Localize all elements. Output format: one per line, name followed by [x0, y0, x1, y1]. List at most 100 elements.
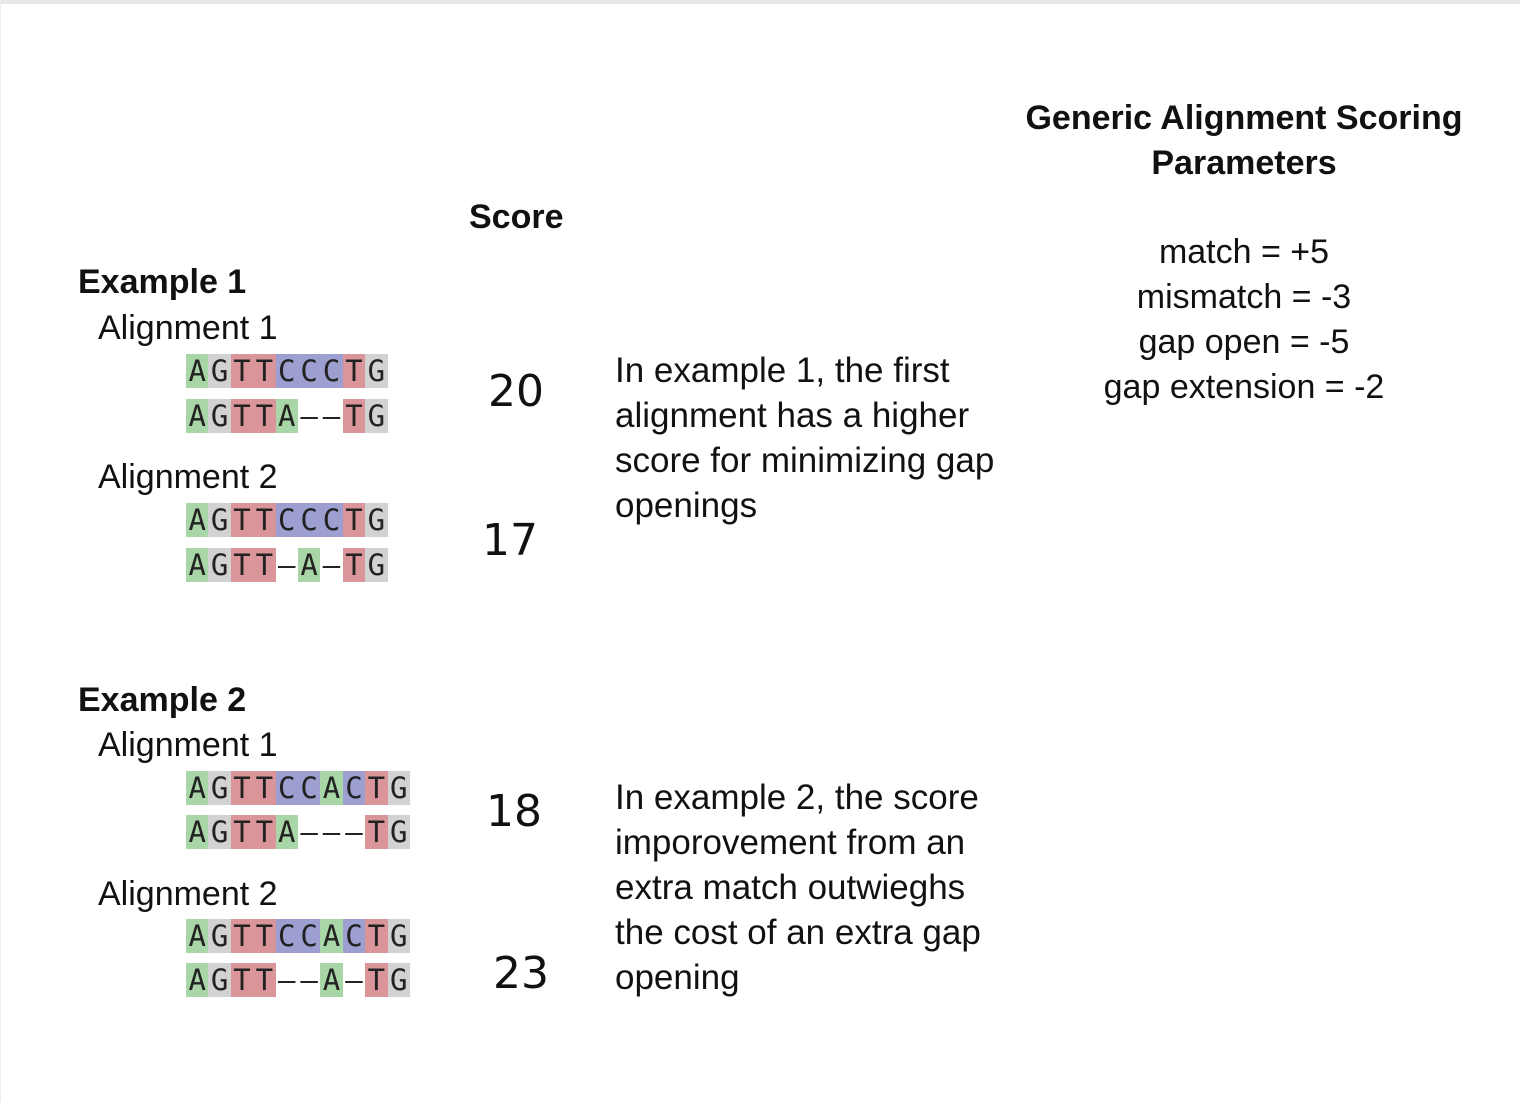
nucleotide-T: T [230, 771, 254, 805]
nucleotide-A: A [297, 548, 321, 582]
params-title-line2: Parameters [1151, 144, 1337, 182]
gap-base: – [278, 548, 296, 582]
gap-base: – [300, 963, 318, 997]
param-match: match = +5 [1158, 233, 1330, 271]
nucleotide-G: G [387, 919, 410, 953]
nucleotide-T: T [365, 815, 388, 849]
example-2-alignment-1-score: 18 [486, 786, 542, 837]
nucleotide-A: A [186, 919, 209, 953]
nucleotide-A: A [186, 399, 209, 433]
nucleotide-G: G [387, 815, 410, 849]
nucleotide-T: T [253, 503, 276, 537]
params-list: match = +5 mismatch = -3 gap open = -5 g… [1034, 230, 1454, 410]
nucleotide-T: T [365, 963, 388, 997]
nucleotide-G: G [365, 548, 388, 582]
nucleotide-A: A [275, 815, 298, 849]
nucleotide-G: G [208, 354, 231, 388]
nucleotide-G: G [365, 354, 388, 388]
example-1-alignment-2-score: 17 [482, 515, 538, 566]
nucleotide-T: T [342, 503, 366, 537]
nucleotide-C: C [320, 503, 343, 537]
nucleotide-T: T [342, 399, 366, 433]
nucleotide-T: T [253, 548, 276, 582]
nucleotide-A: A [320, 963, 343, 997]
params-title-line1: Generic Alignment Scoring [1025, 99, 1463, 137]
nucleotide-G: G [208, 771, 231, 805]
nucleotide-C: C [297, 354, 321, 388]
nucleotide-T: T [253, 354, 276, 388]
nucleotide-C: C [275, 919, 298, 953]
nucleotide-A: A [186, 963, 209, 997]
nucleotide-G: G [365, 399, 388, 433]
params-title: Generic Alignment Scoring Parameters [994, 96, 1494, 186]
nucleotide-C: C [320, 354, 343, 388]
nucleotide-G: G [208, 399, 231, 433]
nucleotide-T: T [230, 503, 254, 537]
example-2-description: In example 2, the score imporovement fro… [615, 778, 981, 997]
example-2-alignment-2-label: Alignment 2 [98, 875, 278, 913]
nucleotide-G: G [208, 963, 231, 997]
nucleotide-A: A [186, 503, 209, 537]
nucleotide-G: G [387, 771, 410, 805]
example-1-alignment-1-bottom-seq: A G T T A – – T G [186, 399, 388, 433]
nucleotide-C: C [297, 503, 321, 537]
gap-base: – [322, 399, 341, 433]
example-1-description: In example 1, the first alignment has a … [615, 351, 995, 525]
gap-base: – [278, 963, 296, 997]
nucleotide-C: C [342, 771, 366, 805]
nucleotide-T: T [365, 919, 388, 953]
nucleotide-G: G [365, 503, 388, 537]
nucleotide-A: A [275, 399, 298, 433]
gap-base: – [300, 399, 318, 433]
score-header: Score [469, 198, 564, 236]
top-border [0, 0, 1520, 4]
nucleotide-A: A [186, 548, 209, 582]
nucleotide-T: T [230, 354, 254, 388]
nucleotide-T: T [253, 399, 276, 433]
example-1-alignment-2-bottom-seq: A G T T – A – T G [186, 548, 388, 582]
nucleotide-A: A [320, 771, 343, 805]
nucleotide-T: T [230, 815, 254, 849]
nucleotide-T: T [253, 963, 276, 997]
nucleotide-T: T [230, 919, 254, 953]
nucleotide-C: C [297, 919, 321, 953]
nucleotide-T: T [342, 354, 366, 388]
example-1-alignment-1-score: 20 [488, 366, 544, 417]
nucleotide-G: G [208, 548, 231, 582]
nucleotide-T: T [365, 771, 388, 805]
example-2-title: Example 2 [78, 681, 247, 719]
nucleotide-T: T [253, 815, 276, 849]
example-2-alignment-1-bottom-seq: A G T T A – – – T G [186, 815, 410, 849]
gap-base: – [345, 815, 363, 849]
nucleotide-C: C [342, 919, 366, 953]
gap-base: – [322, 548, 341, 582]
nucleotide-G: G [208, 815, 231, 849]
nucleotide-T: T [253, 919, 276, 953]
nucleotide-T: T [342, 548, 366, 582]
example-2-alignment-2-score: 23 [493, 948, 549, 999]
nucleotide-T: T [230, 963, 254, 997]
left-border [0, 0, 1, 1102]
example-1-title: Example 1 [78, 263, 247, 301]
nucleotide-G: G [208, 503, 231, 537]
example-1-alignment-1-label: Alignment 1 [98, 309, 278, 347]
nucleotide-G: G [387, 963, 410, 997]
gap-base: – [345, 963, 363, 997]
nucleotide-T: T [230, 548, 254, 582]
nucleotide-T: T [230, 399, 254, 433]
nucleotide-G: G [208, 919, 231, 953]
example-2-alignment-1-label: Alignment 1 [98, 726, 278, 764]
example-2-alignment-2-bottom-seq: A G T T – – A – T G [186, 963, 410, 997]
gap-base: – [300, 815, 318, 849]
nucleotide-C: C [275, 771, 298, 805]
nucleotide-C: C [297, 771, 321, 805]
nucleotide-A: A [320, 919, 343, 953]
nucleotide-A: A [186, 815, 209, 849]
param-mismatch: mismatch = -3 [1136, 278, 1352, 316]
nucleotide-C: C [275, 503, 298, 537]
gap-base: – [322, 815, 341, 849]
